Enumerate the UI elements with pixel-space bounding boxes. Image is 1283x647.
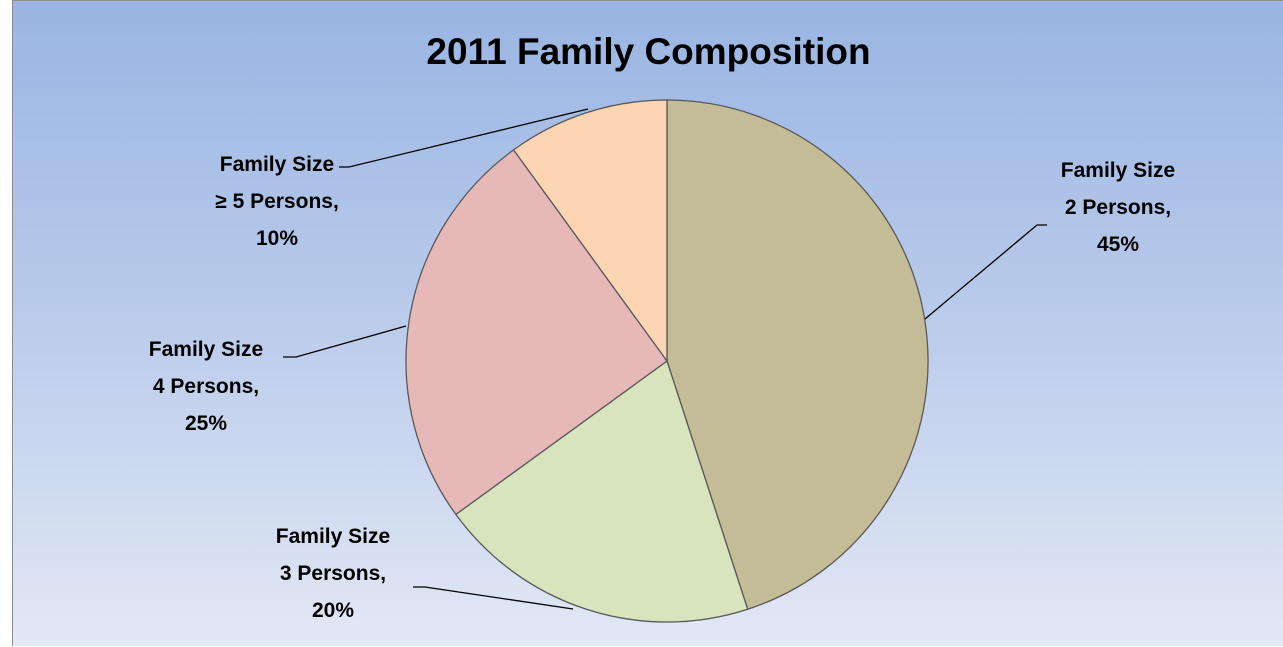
pie-slice-1 [666,99,929,611]
pie-slice-2 [454,359,749,623]
pie-slice-3 [405,148,668,516]
pie-slice-4 [512,99,668,364]
pie-chart: Family Size 2 Persons, 45% Family Size 3 Per… [149,99,1175,623]
leader-line-3 [283,325,407,358]
leader-line-1 [924,224,1047,320]
chart-title: 2011 Family Composition [426,31,871,72]
data-label-3: Family Size 4 Persons, 25% [149,338,263,435]
chart-area: 2011 Family Composition Family Size 2 Per… [12,0,1283,646]
leader-line-4 [339,108,589,168]
data-label-2: Family Size 3 Persons, 20% [276,525,390,622]
data-label-1: Family Size 2 Persons, 45% [1061,159,1175,256]
leader-line-2 [413,586,574,610]
data-label-4: Family Size ≥ 5 Persons, 10% [215,153,339,250]
pie-slices [405,99,929,623]
